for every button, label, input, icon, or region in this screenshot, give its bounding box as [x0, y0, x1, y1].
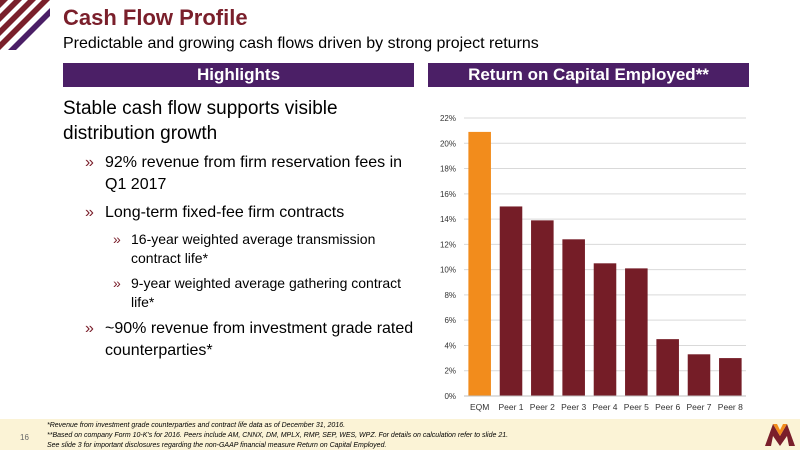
- footnote: See slide 3 for important disclosures re…: [47, 442, 387, 449]
- bar-peer-6: [656, 339, 679, 396]
- y-tick-label: 8%: [444, 291, 456, 300]
- x-tick-label: Peer 2: [530, 402, 555, 412]
- slide-subtitle: Predictable and growing cash flows drive…: [63, 35, 539, 52]
- bullet-marker-icon: »: [85, 204, 94, 221]
- bar-peer-3: [562, 239, 585, 396]
- y-tick-label: 4%: [444, 341, 456, 350]
- x-tick-label: Peer 7: [686, 402, 711, 412]
- y-tick-label: 6%: [444, 316, 456, 325]
- bullet-marker-icon: »: [113, 231, 121, 247]
- bullet-marker-icon: »: [85, 320, 94, 337]
- bullet-text: 9-year weighted average gathering contra…: [131, 275, 402, 310]
- bullet-marker-icon: »: [85, 154, 94, 171]
- bar-peer-5: [625, 268, 648, 396]
- highlights-main-statement: Stable cash flow supports visible distri…: [63, 98, 338, 144]
- x-tick-label: Peer 4: [592, 402, 617, 412]
- company-logo-icon: [765, 424, 795, 446]
- highlights-header: Highlights: [63, 63, 414, 87]
- bullet-marker-icon: »: [113, 275, 121, 291]
- x-tick-label: Peer 1: [498, 402, 523, 412]
- y-tick-label: 20%: [440, 139, 456, 148]
- bar-peer-8: [719, 358, 742, 396]
- page-number: 16: [20, 433, 29, 442]
- x-tick-label: Peer 6: [655, 402, 680, 412]
- y-tick-label: 0%: [444, 392, 456, 401]
- bullet-item: » 92% revenue from firm reservation fees…: [63, 152, 418, 196]
- y-tick-label: 14%: [440, 215, 456, 224]
- x-tick-label: EQM: [470, 402, 489, 412]
- bar-peer-4: [593, 263, 617, 396]
- y-tick-label: 22%: [440, 114, 456, 123]
- y-tick-label: 12%: [440, 240, 456, 249]
- footnotes: *Revenue from investment grade counterpa…: [47, 421, 508, 451]
- bullet-text: 92% revenue from firm reservation fees i…: [105, 154, 403, 193]
- x-tick-label: Peer 8: [718, 402, 743, 412]
- y-tick-label: 10%: [440, 266, 456, 275]
- bullet-text: ~90% revenue from investment grade rated…: [105, 320, 414, 359]
- corner-stripes-decoration: [0, 0, 50, 50]
- bar-eqm: [468, 131, 491, 396]
- x-tick-label: Peer 5: [624, 402, 649, 412]
- footnote: **Based on company Form 10-K's for 2016.…: [47, 432, 509, 439]
- sub-bullet-item: » 9-year weighted average gathering cont…: [63, 274, 418, 312]
- footnote: *Revenue from investment grade counterpa…: [47, 422, 346, 429]
- bullet-item: » Long-term fixed-fee firm contracts: [63, 202, 418, 224]
- y-tick-label: 16%: [440, 190, 456, 199]
- sub-bullet-item: » 16-year weighted average transmission …: [63, 230, 418, 268]
- roce-header: Return on Capital Employed**: [428, 63, 749, 87]
- bullet-text: Long-term fixed-fee firm contracts: [105, 204, 345, 221]
- roce-bar-chart: 0% 2% 4% 6% 8% 10% 12% 14% 16% 18% 20% 22% EQM Peer 1…: [440, 114, 746, 412]
- x-tick-label: Peer 3: [561, 402, 586, 412]
- slide-title: Cash Flow Profile: [63, 5, 248, 30]
- y-tick-label: 18%: [440, 165, 456, 174]
- bar-peer-7: [687, 354, 711, 396]
- bullet-text: 16-year weighted average transmission co…: [131, 231, 376, 266]
- highlights-list: Stable cash flow supports visible distri…: [63, 96, 418, 368]
- y-tick-label: 2%: [444, 367, 456, 376]
- bar-peer-1: [499, 206, 523, 396]
- bullet-item: » ~90% revenue from investment grade rat…: [63, 318, 418, 362]
- bar-peer-2: [531, 220, 554, 396]
